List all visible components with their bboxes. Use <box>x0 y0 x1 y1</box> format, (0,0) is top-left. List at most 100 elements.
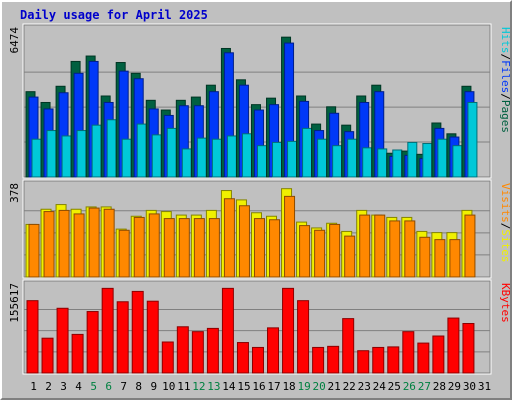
bar-sites-day-8-body <box>133 216 145 278</box>
bar-kbytes-day-14 <box>221 287 234 374</box>
bar-sites-day-19-body <box>299 225 311 278</box>
x-tick-label-21: 21 <box>328 380 341 393</box>
bar-kbytes-day-13 <box>206 327 219 374</box>
bar-hits-day-7 <box>121 138 132 178</box>
x-tick-label-5: 5 <box>90 380 97 393</box>
bar-sites-day-15-body <box>238 205 250 278</box>
bar-hits-day-25-body <box>392 149 403 178</box>
panel-border <box>22 279 492 375</box>
bar-sites-day-26-body <box>404 220 416 278</box>
bar-hits-day-27-body <box>422 143 433 178</box>
bar-sites-day-23-body <box>359 214 371 278</box>
bar-hits-day-11 <box>181 148 192 178</box>
bar-sites-day-20-body <box>314 229 326 278</box>
bar-sites-day-12-body <box>193 218 205 278</box>
bar-kbytes-day-16-body <box>251 346 264 374</box>
bar-sites-day-2 <box>43 211 55 278</box>
x-tick-label-11: 11 <box>177 380 190 393</box>
bar-kbytes-day-11-body <box>176 326 189 374</box>
x-tick-label-29: 29 <box>448 380 461 393</box>
bar-hits-day-23-body <box>362 147 373 178</box>
x-tick-label-7: 7 <box>120 380 127 393</box>
bar-sites-day-9-body <box>148 213 160 278</box>
x-tick-label-12: 12 <box>192 380 205 393</box>
bar-hits-day-30-body <box>467 101 478 178</box>
bar-hits-day-28 <box>437 138 448 178</box>
x-tick-label-23: 23 <box>358 380 371 393</box>
bar-kbytes-day-17-body <box>267 327 280 374</box>
x-tick-label-20: 20 <box>313 380 326 393</box>
bar-kbytes-day-22 <box>342 318 355 374</box>
bar-kbytes-day-18-body <box>282 287 295 374</box>
bar-kbytes-day-28 <box>432 335 445 374</box>
bar-kbytes-day-3 <box>56 307 69 374</box>
bar-sites-day-7 <box>118 229 130 278</box>
bar-kbytes-day-21-body <box>327 345 340 374</box>
legend-entry: Files <box>499 60 512 93</box>
bar-hits-day-13 <box>211 138 222 178</box>
bar-kbytes-day-6 <box>101 287 114 374</box>
bar-kbytes-day-10-body <box>161 341 174 374</box>
bar-kbytes-day-1 <box>26 300 39 374</box>
bar-kbytes-day-30 <box>462 323 475 374</box>
bar-kbytes-day-2-body <box>41 337 54 374</box>
legend: Hits/Files/Pages <box>499 27 512 133</box>
bar-kbytes-day-13-body <box>206 327 219 374</box>
bar-sites-day-14 <box>223 198 235 278</box>
bar-sites-day-25-body <box>389 220 401 278</box>
bar-hits-day-16-body <box>256 145 267 178</box>
x-tick-label-19: 19 <box>297 380 310 393</box>
bar-hits-day-9 <box>151 134 162 178</box>
bar-kbytes-day-10 <box>161 341 174 374</box>
y-max-label: 6474 <box>8 27 21 54</box>
bar-sites-day-1-body <box>28 223 40 278</box>
bar-hits-day-26 <box>407 141 418 178</box>
bar-hits-day-17 <box>272 141 283 178</box>
bar-kbytes-day-24-body <box>372 346 385 374</box>
x-tick-label-4: 4 <box>75 380 82 393</box>
bar-kbytes-day-3-body <box>56 307 69 374</box>
bar-sites-day-16 <box>253 218 265 278</box>
bar-sites-day-8 <box>133 216 145 278</box>
bar-sites-day-6-body <box>103 208 115 278</box>
bar-kbytes-day-27-body <box>417 342 430 374</box>
bar-sites-day-17-body <box>269 219 281 278</box>
bar-sites-day-24-body <box>374 214 386 278</box>
bar-sites-day-19 <box>299 225 311 278</box>
bar-kbytes-day-20 <box>312 346 325 374</box>
bar-sites-day-4-body <box>73 213 85 278</box>
bar-hits-day-10-body <box>166 127 177 178</box>
bar-sites-day-10 <box>163 218 175 278</box>
bar-kbytes-day-8 <box>131 290 144 374</box>
x-tick-label-2: 2 <box>45 380 52 393</box>
bar-hits-day-8-body <box>136 123 147 178</box>
x-tick-label-18: 18 <box>282 380 295 393</box>
bar-sites-day-3-body <box>58 209 70 278</box>
bar-hits-day-17-body <box>272 141 283 178</box>
bar-hits-day-21-body <box>332 145 343 178</box>
bar-hits-day-16 <box>256 145 267 178</box>
bar-kbytes-day-23-body <box>357 350 370 374</box>
x-tick-label-31: 31 <box>478 380 491 393</box>
bar-hits-day-18-body <box>287 140 298 178</box>
bar-sites-day-3 <box>58 209 70 278</box>
legend: KBytes <box>499 283 512 323</box>
bar-sites-day-18-body <box>284 195 296 278</box>
bar-kbytes-day-8-body <box>131 290 144 374</box>
bar-sites-day-12 <box>193 218 205 278</box>
bar-kbytes-day-4-body <box>71 333 84 374</box>
bar-hits-day-24-body <box>377 148 388 178</box>
panel-border <box>22 179 492 279</box>
bar-sites-day-18 <box>284 195 296 278</box>
x-tick-label-6: 6 <box>105 380 112 393</box>
bar-hits-day-6 <box>106 119 117 178</box>
x-tick-label-25: 25 <box>388 380 401 393</box>
bar-kbytes-day-25 <box>387 346 400 374</box>
x-tick-label-13: 13 <box>207 380 220 393</box>
bar-hits-day-14 <box>226 135 237 178</box>
bar-hits-day-2 <box>46 130 57 178</box>
bar-sites-day-21-body <box>329 223 341 278</box>
bar-hits-day-26-body <box>407 141 418 178</box>
bar-sites-day-4 <box>73 213 85 278</box>
